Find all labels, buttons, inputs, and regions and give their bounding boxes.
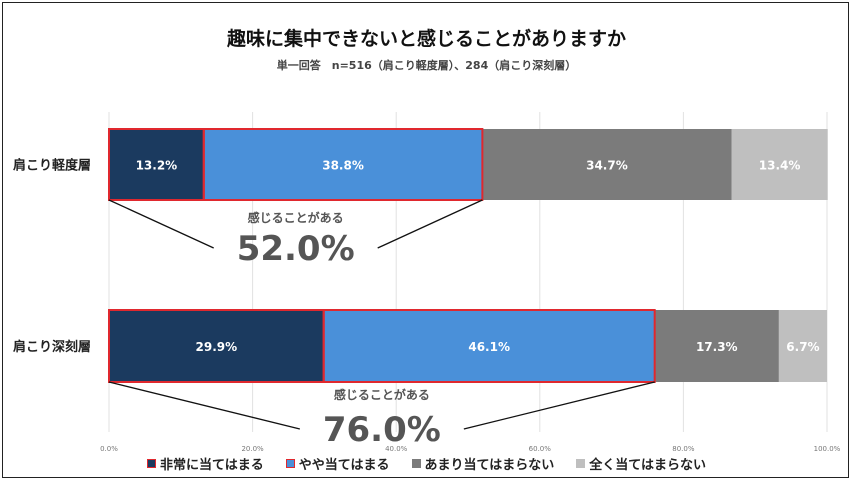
data-label: 29.9% — [196, 340, 238, 354]
callout-line — [108, 199, 214, 249]
category-label: 肩こり軽度層 — [13, 158, 91, 174]
bar-segment — [109, 129, 204, 200]
bar-segment — [731, 129, 828, 200]
x-tick-label: 100.0% — [814, 445, 841, 453]
bar-segment — [654, 310, 779, 382]
legend-label: 非常に当てはまる — [160, 458, 264, 473]
legend-label: あまり当てはまらない — [424, 458, 555, 473]
legend-swatch — [411, 459, 421, 468]
legend-label: やや当てはまる — [298, 458, 390, 473]
highlight-outline — [322, 309, 656, 383]
data-label: 34.7% — [586, 159, 628, 173]
bar-segment — [778, 310, 827, 382]
category-label: 肩こり深刻層 — [13, 339, 91, 355]
x-tick-label: 0.0% — [100, 445, 118, 453]
legend-swatch — [147, 459, 156, 468]
x-tick-label: 80.0% — [672, 445, 695, 453]
bar-segment — [482, 129, 732, 200]
chart-title: 趣味に集中できないと感じることがありますか — [226, 28, 626, 50]
legend-swatch — [285, 459, 295, 468]
data-label: 13.2% — [136, 159, 178, 173]
annotation-value: 52.0% — [237, 229, 355, 269]
x-tick-label: 20.0% — [241, 445, 264, 453]
x-tick-label: 60.0% — [529, 445, 552, 453]
data-label: 6.7% — [786, 340, 819, 354]
legend-item: やや当てはまる — [285, 454, 390, 473]
legend-label: 全く当てはまらない — [589, 458, 706, 473]
callout-line — [377, 199, 483, 249]
callout-line — [463, 381, 655, 430]
callout-line — [108, 381, 300, 430]
bar-segment — [109, 310, 324, 382]
x-tick-label: 40.0% — [385, 445, 408, 453]
data-label: 46.1% — [468, 340, 510, 354]
data-label: 38.8% — [322, 159, 364, 173]
highlight-outline — [202, 128, 484, 201]
legend-item: 非常に当てはまる — [147, 454, 264, 473]
annotation-label: 感じることがある — [334, 387, 430, 402]
legend-item: あまり当てはまらない — [411, 454, 555, 473]
data-label: 17.3% — [696, 340, 738, 354]
annotation-value: 76.0% — [323, 410, 441, 450]
legend-item: 全く当てはまらない — [576, 454, 706, 473]
annotation-label: 感じることがある — [248, 210, 344, 225]
chart-subtitle: 単一回答 n=516（肩こり軽度層）、284（肩こり深刻層） — [276, 59, 577, 72]
legend: 非常に当てはまる やや当てはまる あまり当てはまらない 全く当てはまらない — [0, 454, 853, 473]
data-label: 13.4% — [759, 159, 801, 173]
bar-segment — [203, 129, 483, 200]
legend-swatch — [576, 459, 586, 468]
bar-segment — [323, 310, 655, 382]
